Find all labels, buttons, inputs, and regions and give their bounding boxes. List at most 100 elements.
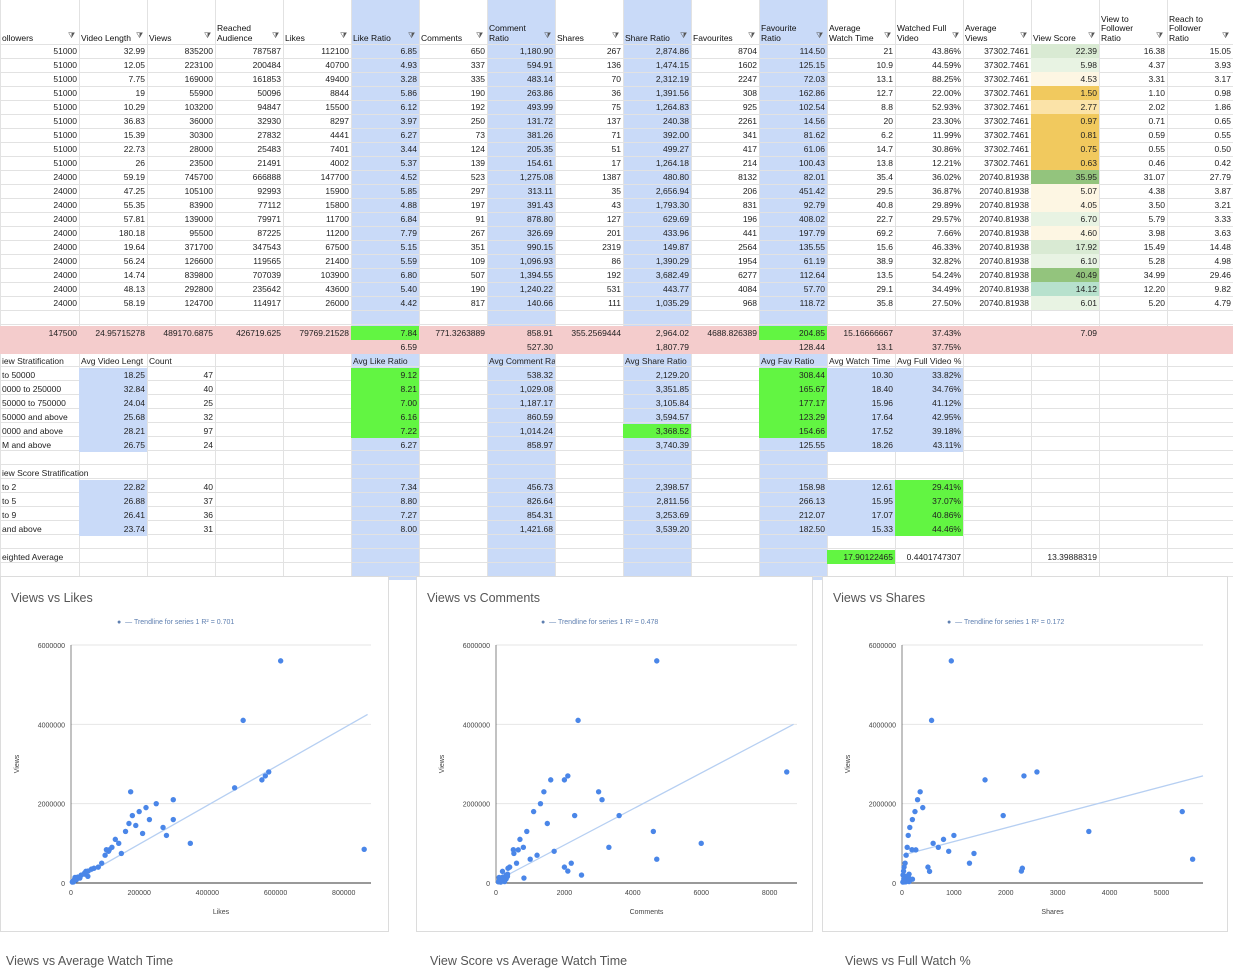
table-cell[interactable]: 14.56 [803, 116, 825, 126]
table-cell[interactable]: 24000 [53, 284, 77, 294]
table-cell[interactable]: 308 [742, 88, 757, 98]
table-cell[interactable]: 4.52 [400, 172, 417, 182]
table-cell[interactable]: 139000 [184, 214, 213, 224]
table-cell[interactable]: 10.29 [123, 102, 145, 112]
table-cell[interactable]: 34.76% [895, 382, 963, 396]
column-header[interactable]: Views [149, 32, 172, 43]
table-cell[interactable]: 27.50% [932, 298, 961, 308]
table-cell[interactable]: 200484 [252, 60, 281, 70]
table-cell[interactable]: 31 [203, 524, 213, 534]
table-cell[interactable]: 391.43 [527, 200, 553, 210]
table-cell[interactable]: 0.63 [1031, 156, 1099, 170]
table-cell[interactable]: 36000 [189, 116, 213, 126]
table-cell[interactable]: 35.8 [876, 298, 893, 308]
filter-icon[interactable]: ⧩ [204, 31, 212, 40]
table-cell[interactable]: 8.00 [400, 524, 417, 534]
table-cell[interactable]: 433.96 [663, 228, 689, 238]
average-cell[interactable]: 204.85 [759, 326, 827, 340]
table-cell[interactable]: 2319 [602, 242, 621, 252]
table-cell[interactable]: 51000 [53, 74, 77, 84]
table-cell[interactable]: 1,793.30 [655, 200, 689, 210]
table-cell[interactable]: 51000 [53, 130, 77, 140]
table-cell[interactable]: 878.80 [527, 214, 553, 224]
table-cell[interactable]: 11.99% [932, 130, 961, 140]
table-cell[interactable]: 2.02 [1148, 102, 1165, 112]
table-cell[interactable]: 441 [742, 228, 757, 238]
table-cell[interactable]: 8844 [330, 88, 349, 98]
median-cell[interactable]: 6.59 [351, 340, 419, 354]
table-cell[interactable]: 37.07% [895, 494, 963, 508]
table-cell[interactable]: 12.61 [827, 480, 895, 494]
table-cell[interactable]: 92.79 [803, 200, 825, 210]
table-cell[interactable]: 15.49 [1143, 242, 1165, 252]
average-cell[interactable]: 7.09 [1031, 326, 1099, 340]
column-header[interactable]: Avg Full Video % [897, 356, 962, 366]
table-cell[interactable]: 4002 [330, 158, 349, 168]
table-cell[interactable]: 15900 [325, 186, 349, 196]
table-cell[interactable]: 5.07 [1031, 184, 1099, 198]
table-cell[interactable]: 292800 [184, 284, 213, 294]
table-cell[interactable]: 23500 [189, 158, 213, 168]
table-cell[interactable]: 39.18% [895, 424, 963, 438]
table-cell[interactable]: 7.00 [351, 396, 419, 410]
table-cell[interactable]: 20740.81938 [979, 200, 1029, 210]
section-title[interactable]: iew Stratification [2, 356, 64, 366]
table-cell[interactable]: 7401 [330, 144, 349, 154]
table-cell[interactable]: 831 [742, 200, 757, 210]
weighted-watch[interactable]: 17.90122465 [827, 550, 895, 564]
table-cell[interactable]: 17.52 [827, 424, 895, 438]
table-cell[interactable]: 37302.7461 [984, 74, 1029, 84]
table-cell[interactable]: 24000 [53, 270, 77, 280]
table-cell[interactable]: 1,035.29 [655, 298, 689, 308]
table-cell[interactable]: 32.82% [932, 256, 961, 266]
table-cell[interactable]: 35.4 [876, 172, 893, 182]
table-cell[interactable]: 787587 [252, 46, 281, 56]
row-label[interactable]: M and above [2, 440, 52, 450]
filter-icon[interactable]: ⧩ [612, 31, 620, 40]
table-cell[interactable]: 1,096.93 [519, 256, 553, 266]
table-cell[interactable]: 56.24 [123, 256, 145, 266]
table-cell[interactable]: 0.42 [1214, 158, 1231, 168]
table-cell[interactable]: 125.15 [799, 60, 825, 70]
table-cell[interactable]: 3.17 [1214, 74, 1231, 84]
table-cell[interactable]: 15500 [325, 102, 349, 112]
table-cell[interactable]: 43.86% [932, 46, 961, 56]
table-cell[interactable]: 44.46% [895, 522, 963, 536]
table-cell[interactable]: 20740.81938 [979, 172, 1029, 182]
table-cell[interactable]: 990.15 [527, 242, 553, 252]
average-cell[interactable] [1099, 326, 1167, 340]
table-cell[interactable]: 11700 [325, 214, 349, 224]
table-cell[interactable]: 14.12 [1031, 282, 1099, 296]
average-cell[interactable]: 858.91 [487, 326, 555, 340]
table-cell[interactable]: 22.00% [932, 88, 961, 98]
table-cell[interactable]: 40.49 [1031, 268, 1099, 282]
table-cell[interactable]: 36.83 [123, 116, 145, 126]
table-cell[interactable]: 114917 [253, 298, 281, 308]
table-cell[interactable]: 3,368.52 [623, 424, 691, 438]
table-cell[interactable]: 13.5 [876, 270, 893, 280]
table-cell[interactable]: 196 [742, 214, 757, 224]
filter-icon[interactable]: ⧩ [1222, 31, 1230, 40]
table-cell[interactable]: 20740.81938 [979, 284, 1029, 294]
table-cell[interactable]: 23.30% [932, 116, 961, 126]
table-cell[interactable]: 3.87 [1214, 186, 1231, 196]
table-cell[interactable]: 0.59 [1148, 130, 1165, 140]
table-cell[interactable]: 443.77 [663, 284, 689, 294]
column-header[interactable]: Shares [557, 32, 584, 43]
table-cell[interactable]: 3.50 [1148, 200, 1165, 210]
table-cell[interactable]: 35 [611, 186, 621, 196]
table-cell[interactable]: 29.1 [876, 284, 893, 294]
table-cell[interactable]: 125.55 [799, 440, 825, 450]
row-label[interactable]: to 2 [2, 482, 17, 492]
table-cell[interactable]: 0.98 [1214, 88, 1231, 98]
table-cell[interactable]: 523 [470, 172, 485, 182]
table-cell[interactable]: 650 [470, 46, 485, 56]
table-cell[interactable]: 109 [470, 256, 485, 266]
table-cell[interactable]: 59.19 [123, 172, 145, 182]
table-cell[interactable]: 119565 [253, 256, 281, 266]
table-cell[interactable]: 854.31 [527, 510, 553, 520]
table-cell[interactable]: 55900 [189, 88, 213, 98]
table-cell[interactable]: 4.88 [400, 200, 417, 210]
table-cell[interactable]: 925 [742, 102, 757, 112]
table-cell[interactable]: 5.37 [400, 158, 417, 168]
